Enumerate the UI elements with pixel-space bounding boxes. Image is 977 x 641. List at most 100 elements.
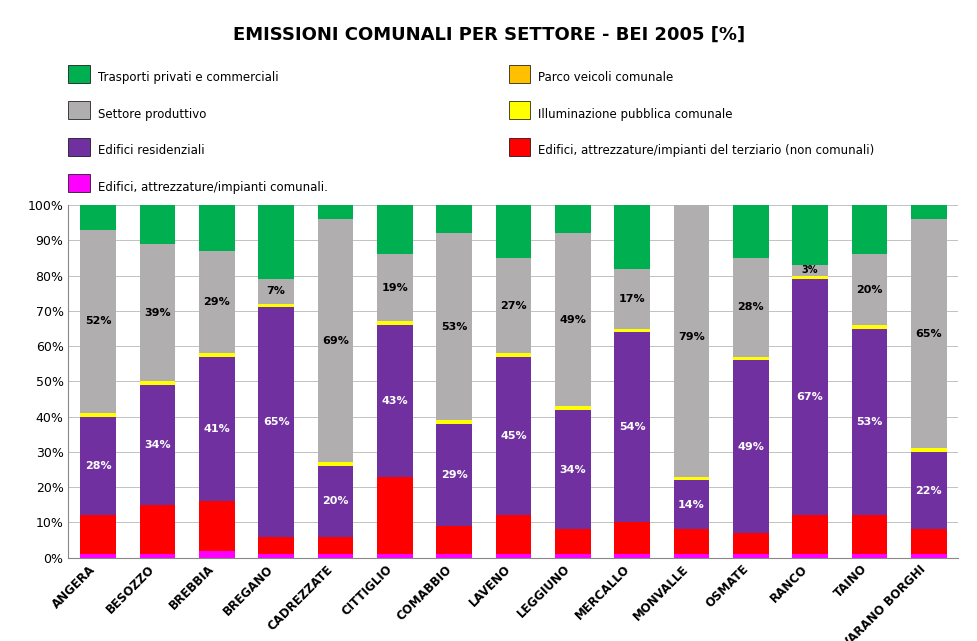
Bar — [851, 554, 886, 558]
Text: 43%: 43% — [381, 395, 407, 406]
Bar — [554, 233, 590, 406]
Bar — [910, 449, 946, 452]
Bar — [318, 463, 353, 466]
Text: 49%: 49% — [559, 315, 585, 325]
Bar — [614, 328, 650, 332]
Text: Settore produttivo: Settore produttivo — [98, 108, 206, 121]
Bar — [910, 452, 946, 529]
Bar — [80, 413, 116, 417]
Bar — [436, 205, 472, 233]
Bar — [614, 205, 650, 269]
Bar — [198, 551, 234, 558]
Bar — [376, 554, 412, 558]
Bar — [436, 554, 472, 558]
Text: 41%: 41% — [203, 424, 230, 434]
Text: 67%: 67% — [796, 392, 823, 403]
Bar — [732, 533, 768, 554]
Bar — [791, 276, 828, 279]
Bar — [376, 205, 412, 254]
Bar — [436, 526, 472, 554]
Bar — [258, 554, 294, 558]
Bar — [140, 385, 175, 505]
Text: 65%: 65% — [914, 329, 941, 339]
Text: 20%: 20% — [855, 285, 882, 295]
Bar — [140, 381, 175, 385]
Bar — [851, 328, 886, 515]
Bar — [673, 198, 708, 205]
Bar — [732, 554, 768, 558]
Bar — [140, 244, 175, 381]
Bar — [318, 466, 353, 537]
Text: 49%: 49% — [737, 442, 763, 452]
Bar — [791, 515, 828, 554]
Bar — [140, 205, 175, 244]
Text: EMISSIONI COMUNALI PER SETTORE - BEI 2005 [%]: EMISSIONI COMUNALI PER SETTORE - BEI 200… — [233, 26, 744, 44]
Text: 53%: 53% — [441, 322, 467, 332]
Bar — [910, 219, 946, 448]
Bar — [791, 205, 828, 265]
Bar — [198, 251, 234, 353]
Text: 28%: 28% — [737, 303, 763, 312]
Bar — [614, 269, 650, 328]
Bar — [851, 515, 886, 554]
Text: 65%: 65% — [263, 417, 289, 427]
Text: 19%: 19% — [381, 283, 407, 293]
Text: 29%: 29% — [441, 470, 467, 480]
Text: 69%: 69% — [321, 336, 349, 346]
Bar — [258, 537, 294, 554]
Bar — [198, 353, 234, 356]
Bar — [258, 307, 294, 537]
Text: 34%: 34% — [144, 440, 171, 450]
Bar — [198, 205, 234, 251]
Bar — [495, 258, 531, 353]
Bar — [554, 205, 590, 233]
Bar — [554, 406, 590, 410]
Bar — [673, 480, 708, 529]
Bar — [376, 254, 412, 321]
Bar — [376, 476, 412, 554]
Bar — [80, 205, 116, 229]
Bar — [614, 332, 650, 522]
Bar — [673, 198, 708, 476]
Bar — [318, 554, 353, 558]
Bar — [791, 279, 828, 515]
Text: Trasporti privati e commerciali: Trasporti privati e commerciali — [98, 71, 278, 84]
Bar — [198, 501, 234, 551]
Text: Parco veicoli comunale: Parco veicoli comunale — [537, 71, 672, 84]
Bar — [80, 229, 116, 413]
Bar — [732, 205, 768, 258]
Bar — [614, 522, 650, 554]
Text: 29%: 29% — [203, 297, 230, 307]
Bar — [614, 554, 650, 558]
Text: Edifici residenziali: Edifici residenziali — [98, 144, 204, 157]
Text: 28%: 28% — [85, 461, 111, 471]
Text: 22%: 22% — [914, 486, 941, 495]
Bar — [910, 554, 946, 558]
Text: 54%: 54% — [618, 422, 645, 432]
Bar — [436, 420, 472, 424]
Bar — [376, 325, 412, 476]
Bar — [495, 205, 531, 258]
Text: 7%: 7% — [267, 287, 285, 297]
Bar — [258, 304, 294, 307]
Bar — [495, 515, 531, 554]
Bar — [80, 554, 116, 558]
Bar — [673, 529, 708, 554]
Text: Edifici, attrezzature/impianti del terziario (non comunali): Edifici, attrezzature/impianti del terzi… — [537, 144, 873, 157]
Bar — [198, 356, 234, 501]
Bar — [732, 360, 768, 533]
Text: 79%: 79% — [677, 332, 704, 342]
Bar — [318, 537, 353, 554]
Bar — [376, 321, 412, 325]
Text: Edifici, attrezzature/impianti comunali.: Edifici, attrezzature/impianti comunali. — [98, 181, 327, 194]
Bar — [791, 265, 828, 276]
Bar — [495, 353, 531, 356]
Bar — [140, 505, 175, 554]
Bar — [80, 417, 116, 515]
Bar — [673, 554, 708, 558]
Bar — [732, 356, 768, 360]
Bar — [554, 554, 590, 558]
Bar — [140, 554, 175, 558]
Text: Illuminazione pubblica comunale: Illuminazione pubblica comunale — [537, 108, 732, 121]
Text: 53%: 53% — [856, 417, 881, 427]
